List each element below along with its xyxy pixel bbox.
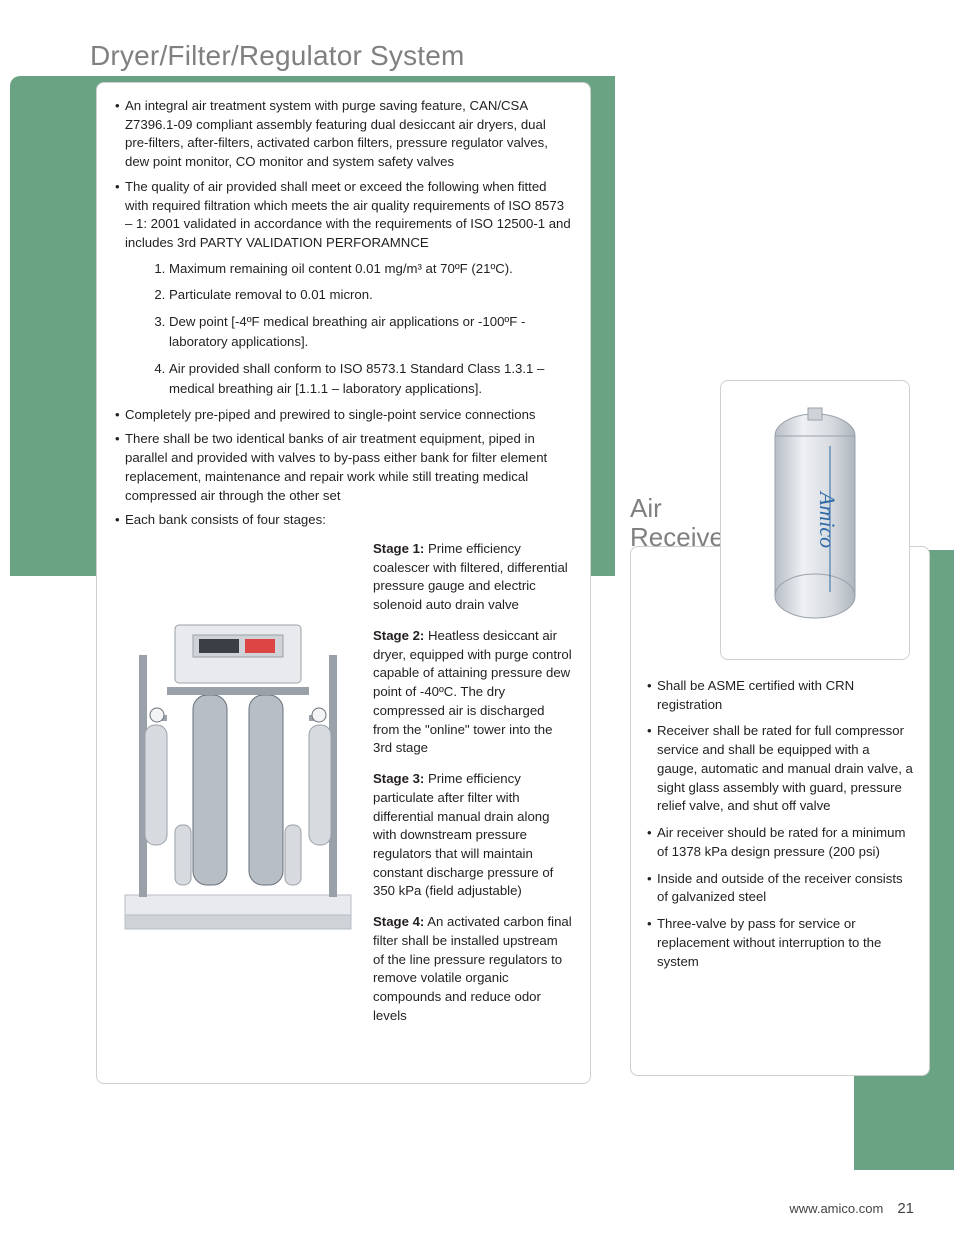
air-bullet-list: Shall be ASME certified with CRN registr… <box>647 677 913 971</box>
stage-label: Stage 4: <box>373 914 424 929</box>
stage-label: Stage 3: <box>373 771 424 786</box>
stage-paragraph: Stage 4: An activated carbon final filte… <box>373 913 572 1025</box>
stages-column: Stage 1: Prime efficiency coalescer with… <box>373 540 572 1038</box>
list-item: There shall be two identical banks of ai… <box>115 430 572 505</box>
page-title: Dryer/Filter/Regulator System <box>90 40 465 72</box>
stage-paragraph: Stage 2: Heatless desiccant air dryer, e… <box>373 627 572 758</box>
list-item: Receiver shall be rated for full compres… <box>647 722 913 816</box>
top-bullet-list: An integral air treatment system with pu… <box>115 97 572 253</box>
list-item: Air receiver should be rated for a minim… <box>647 824 913 861</box>
stages-row: Stage 1: Prime efficiency coalescer with… <box>115 540 572 1038</box>
list-item: Particulate removal to 0.01 micron. <box>169 285 572 305</box>
list-item: The quality of air provided shall meet o… <box>115 178 572 253</box>
tank-logo-text: Amico <box>815 490 840 548</box>
page-footer: www.amico.com 21 <box>789 1200 914 1217</box>
list-item: Air provided shall conform to ISO 8573.1… <box>169 359 572 400</box>
air-receiver-title: Air Receiver <box>630 494 733 551</box>
stage-text: An activated carbon final filter shall b… <box>373 914 572 1023</box>
stage-label: Stage 1: <box>373 541 424 556</box>
list-item: Three-valve by pass for service or repla… <box>647 915 913 971</box>
list-item: An integral air treatment system with pu… <box>115 97 572 172</box>
stage-paragraph: Stage 1: Prime efficiency coalescer with… <box>373 540 572 615</box>
list-item: Maximum remaining oil content 0.01 mg/m³… <box>169 259 572 279</box>
list-item: Dew point [-4ºF medical breathing air ap… <box>169 312 572 353</box>
air-title-line: Air <box>630 493 662 523</box>
stage-paragraph: Stage 3: Prime efficiency particulate af… <box>373 770 572 901</box>
main-card: An integral air treatment system with pu… <box>96 82 591 1084</box>
tank-illustration-svg: Amico <box>760 400 870 640</box>
tank-image-card: Amico <box>720 380 910 660</box>
equipment-image <box>115 540 361 1010</box>
stage-label: Stage 2: <box>373 628 424 643</box>
list-item: Completely pre-piped and prewired to sin… <box>115 406 572 425</box>
stage-text: Heatless desiccant air dryer, equipped w… <box>373 628 572 755</box>
stage-text: Prime efficiency particulate after filte… <box>373 771 553 898</box>
list-item: Each bank consists of four stages: <box>115 511 572 530</box>
list-item: Inside and outside of the receiver consi… <box>647 870 913 907</box>
list-item: Shall be ASME certified with CRN registr… <box>647 677 913 714</box>
numbered-list: Maximum remaining oil content 0.01 mg/m³… <box>169 259 572 400</box>
footer-url: www.amico.com <box>789 1201 883 1216</box>
air-title-line: Receiver <box>630 522 733 552</box>
page: Dryer/Filter/Regulator System An integra… <box>0 0 954 1235</box>
page-number: 21 <box>897 1200 914 1217</box>
equipment-illustration-svg <box>115 565 361 985</box>
mid-bullet-list: Completely pre-piped and prewired to sin… <box>115 406 572 530</box>
